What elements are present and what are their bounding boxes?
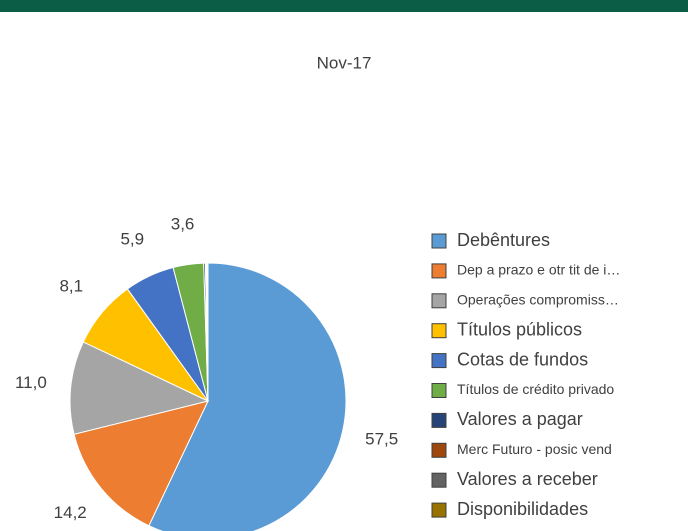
legend-label: Cotas de fundos	[457, 349, 588, 369]
legend-swatch	[431, 472, 447, 488]
legend-label: Valores a receber	[457, 469, 598, 489]
legend-swatch	[431, 293, 447, 309]
legend-label: Debêntures	[457, 230, 550, 250]
pie-slice	[73, 400, 209, 527]
legend-swatch	[431, 502, 447, 518]
data-label: 14,2	[54, 503, 87, 522]
data-label: 57,5	[365, 430, 398, 449]
legend-label: Valores a pagar	[457, 409, 583, 429]
pie-slice	[148, 262, 347, 531]
header-bar	[0, 0, 688, 12]
legend-swatch	[431, 412, 447, 428]
data-label: 8,1	[59, 276, 83, 295]
legend-label: Merc Futuro - posic vend	[457, 441, 612, 457]
pie-slice	[206, 262, 209, 402]
legend-label: Disponibilidades	[457, 499, 588, 519]
legend-swatch	[431, 233, 447, 249]
data-label: 5,9	[120, 229, 144, 248]
chart-title: Nov-17	[317, 53, 372, 72]
legend-swatch	[431, 383, 447, 398]
legend-label: Títulos públicos	[457, 319, 582, 339]
legend-swatch	[431, 442, 447, 458]
legend-label: Operações compromiss…	[457, 292, 619, 308]
data-label: 3,6	[171, 214, 195, 233]
pie-slice	[69, 341, 210, 435]
legend-swatch	[431, 353, 447, 369]
legend-swatch	[431, 263, 447, 279]
legend-label: Dep a prazo e otr tit de i…	[457, 262, 620, 278]
legend-label: Títulos de crédito privado	[457, 381, 614, 397]
legend-swatch	[431, 323, 447, 339]
data-label: 11,0	[15, 373, 47, 392]
